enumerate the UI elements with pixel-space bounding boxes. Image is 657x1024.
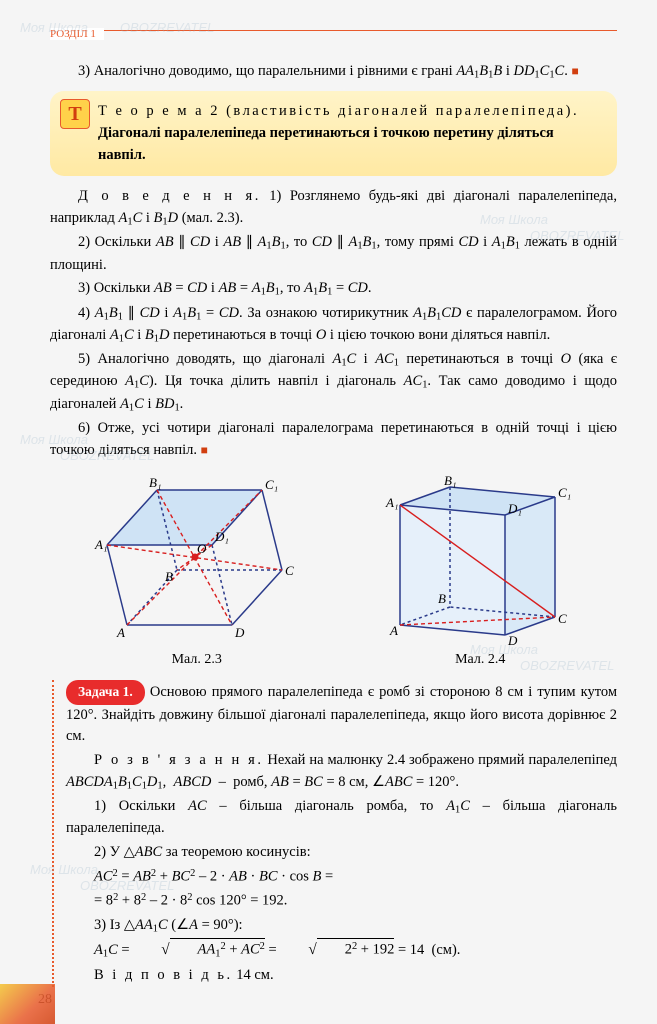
svg-text:D: D — [234, 625, 245, 640]
figure-2-4-caption: Мал. 2.4 — [380, 649, 580, 670]
task-solution-3: 2) У △ABC за теоремою косинусів: — [66, 842, 617, 864]
proof-p1: Д о в е д е н н я. 1) Розглянемо будь-як… — [50, 186, 617, 230]
proof-p3: 3) Оскільки AB = CD і AB = A1B1, то A1B1… — [50, 278, 617, 300]
task-solution-3b: AC2 = AB2 + BC2 – 2 · AB · BC · cos B = — [66, 866, 617, 888]
theorem-body: Діагоналі паралелепіпеда перетинаються і… — [98, 123, 603, 167]
svg-text:B₁: B₁ — [149, 475, 161, 490]
svg-text:A₁: A₁ — [94, 537, 107, 552]
proof-p6: 6) Отже, усі чотири діагоналі паралелогр… — [50, 418, 617, 462]
qed-icon: ■ — [201, 443, 208, 457]
svg-text:C₁: C₁ — [265, 477, 278, 492]
svg-text:B: B — [165, 569, 173, 584]
svg-text:D₁: D₁ — [214, 529, 229, 544]
svg-text:B₁: B₁ — [444, 475, 456, 488]
theorem-letter-icon: Т — [60, 99, 90, 129]
figure-2-3: A₁ B₁ C₁ D₁ A B C D O Мал. 2.3 — [87, 475, 307, 670]
proof-p2: 2) Оскільки AB ∥ CD і AB ∥ A1B1, то CD ∥… — [50, 232, 617, 276]
svg-text:C: C — [558, 611, 567, 626]
theorem-box: Т Т е о р е м а 2 (властивість діагонале… — [50, 91, 617, 176]
task-badge: Задача 1. — [66, 680, 145, 704]
svg-text:A₁: A₁ — [385, 495, 398, 510]
figure-2-3-caption: Мал. 2.3 — [87, 649, 307, 670]
svg-text:D: D — [507, 633, 518, 645]
task-solution-4b: A1C = √AA12 + AC2 = √22 + 192 = 14 (см). — [66, 939, 617, 963]
task-statement: Задача 1. Основою прямого паралелепіпеда… — [66, 680, 617, 748]
parallelepiped-diagram-icon: A₁ B₁ C₁ D₁ A B C D — [380, 475, 580, 645]
svg-text:A: A — [116, 625, 125, 640]
page-corner-decoration-icon — [0, 984, 55, 1024]
svg-text:A: A — [389, 623, 398, 638]
section-label: РОЗДІЛ 1 — [50, 28, 104, 40]
svg-text:B: B — [438, 591, 446, 606]
proof-p5: 5) Аналогічно доводять, що діагоналі A1C… — [50, 349, 617, 416]
task-solution-3c: = 82 + 82 – 2 · 82 cos 120° = 192. — [66, 890, 617, 912]
figure-2-4: A₁ B₁ C₁ D₁ A B C D Мал. 2.4 — [380, 475, 580, 670]
qed-icon: ■ — [571, 64, 578, 78]
svg-text:C₁: C₁ — [558, 485, 571, 500]
svg-text:D₁: D₁ — [507, 501, 522, 516]
svg-text:C: C — [285, 563, 294, 578]
header-rule: РОЗДІЛ 1 — [50, 30, 617, 53]
task-solution-1: Р о з в ' я з а н н я. Нехай на малюнку … — [66, 750, 617, 794]
task-solution-2: 1) Оскільки AC – більша діагональ ромба,… — [66, 796, 617, 840]
svg-text:O: O — [197, 541, 207, 556]
task-block: Задача 1. Основою прямого паралелепіпеда… — [52, 680, 617, 986]
proof-p4: 4) A1B1 ∥ CD і A1B1 = CD. За ознакою чот… — [50, 303, 617, 348]
parallelepiped-diagram-icon: A₁ B₁ C₁ D₁ A B C D O — [87, 475, 307, 645]
para-intro: 3) Аналогічно доводимо, що паралельними … — [50, 61, 617, 83]
task-solution-4: 3) Із △AA1C (∠A = 90°): — [66, 915, 617, 937]
theorem-title: Т е о р е м а 2 (властивість діагоналей … — [98, 101, 603, 123]
task-answer: В і д п о в і д ь. 14 см. — [66, 965, 617, 987]
figures-row: A₁ B₁ C₁ D₁ A B C D O Мал. 2.3 — [50, 475, 617, 670]
